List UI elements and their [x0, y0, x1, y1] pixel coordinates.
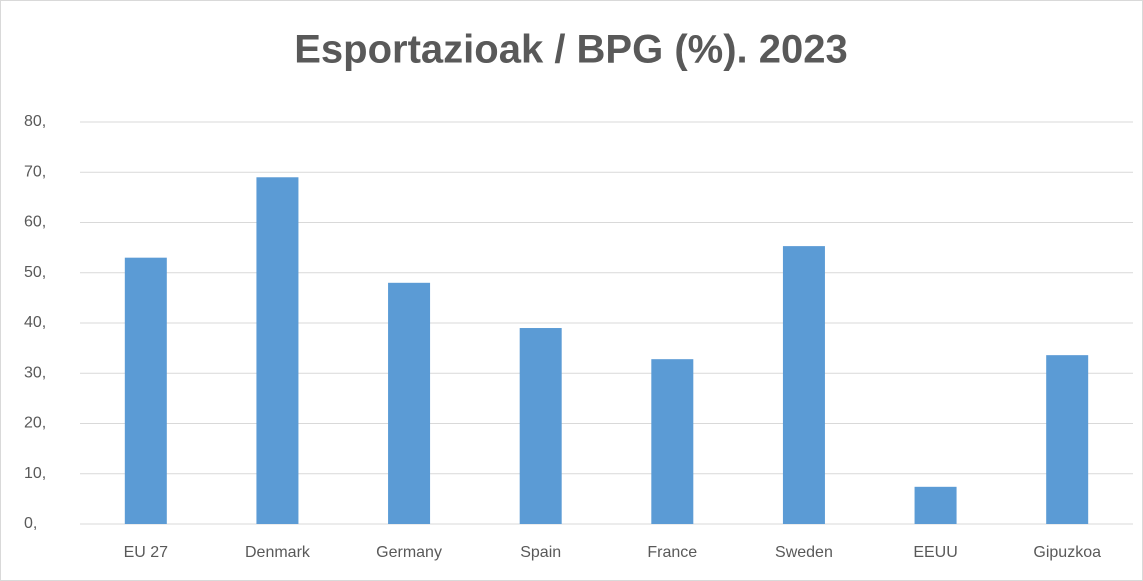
bar [782, 246, 825, 524]
bar [651, 359, 694, 524]
bar [914, 486, 957, 524]
bar [1046, 355, 1089, 524]
y-tick-label: 10, [24, 465, 46, 482]
y-tick-label: 20, [24, 415, 46, 432]
bar [388, 282, 431, 524]
y-tick-label: 30, [24, 364, 46, 381]
x-tick-label: France [647, 544, 697, 561]
bar [519, 328, 562, 524]
bar [124, 257, 167, 524]
chart-title: Esportazioak / BPG (%). 2023 [294, 28, 848, 72]
y-tick-label: 40, [24, 314, 46, 331]
x-tick-label: Sweden [775, 544, 833, 561]
y-tick-label: 0, [24, 515, 37, 532]
bar [256, 177, 299, 524]
x-tick-label: Spain [520, 544, 561, 561]
y-tick-label: 80, [24, 113, 46, 130]
x-tick-label: EEUU [913, 544, 957, 561]
y-tick-label: 60, [24, 214, 46, 231]
x-tick-label: EU 27 [124, 544, 169, 561]
x-tick-label: Denmark [245, 544, 311, 561]
x-tick-label: Gipuzkoa [1033, 544, 1101, 561]
x-tick-label: Germany [376, 544, 442, 561]
y-tick-label: 70, [24, 163, 46, 180]
y-tick-label: 50, [24, 264, 46, 281]
